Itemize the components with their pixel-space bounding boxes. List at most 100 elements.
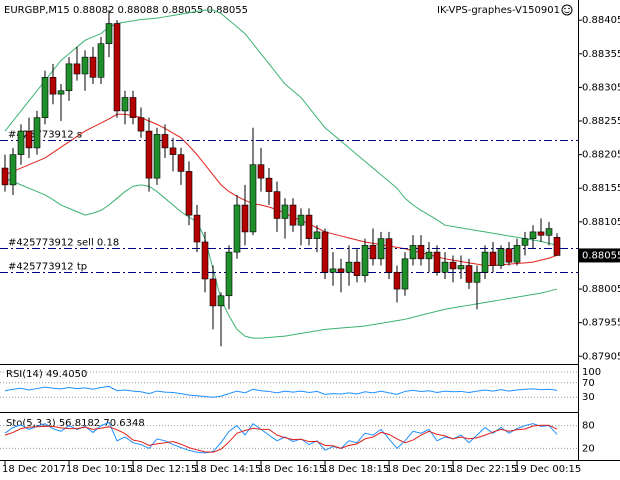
x-tick-label: 19 Dec 00:15: [514, 464, 581, 475]
candle-body: [537, 231, 545, 236]
candle-body: [337, 268, 345, 273]
candle-body: [409, 245, 417, 260]
symbol: EURGBP,M15: [4, 5, 70, 16]
candle-body: [33, 117, 41, 149]
candle-body: [313, 231, 321, 239]
y-tick-label: 0.88105: [582, 217, 620, 228]
order-label: #425773912 s: [8, 130, 82, 141]
candle-body: [369, 245, 377, 260]
candle-body: [345, 261, 353, 273]
bid-box: [579, 248, 620, 263]
candle-body: [49, 77, 57, 95]
candle-body: [177, 154, 185, 172]
order-label: #425773912 tp: [8, 262, 87, 273]
candle-body: [185, 171, 193, 216]
candle-body: [553, 236, 561, 256]
candle-body: [265, 177, 273, 192]
candle-body: [153, 134, 161, 179]
candle-body: [457, 265, 465, 270]
x-tick-label: 18 Dec 18:15: [322, 464, 389, 475]
candle-body: [201, 241, 209, 280]
candle-body: [193, 214, 201, 243]
candle-body: [25, 130, 33, 149]
stoch-tick-label: 80: [582, 421, 595, 432]
candle-body: [129, 97, 137, 118]
rsi-title: RSI(14) 49.4050: [6, 369, 87, 380]
candle-body: [513, 245, 521, 263]
candle-body: [161, 134, 169, 149]
candle-body: [145, 130, 153, 179]
watermark: IK-VPS-graphes-V150901: [437, 5, 560, 16]
candle-body: [65, 63, 73, 92]
candle-body: [137, 117, 145, 132]
candle-body: [257, 164, 265, 179]
candle-body: [425, 251, 433, 260]
candle-body: [233, 204, 241, 253]
candle-body: [113, 23, 121, 112]
band-line: [4, 177, 558, 339]
stoch-tick-label: 20: [582, 443, 595, 454]
candle-body: [41, 77, 49, 118]
candle-body: [473, 271, 481, 283]
candle-body: [89, 56, 97, 78]
rsi-tick-label: 100: [582, 367, 601, 378]
y-tick-label: 0.88355: [582, 49, 620, 60]
rsi-line: [4, 385, 558, 398]
candle-body: [9, 154, 17, 186]
candle-body: [505, 248, 513, 263]
y-tick-label: 0.88005: [582, 284, 620, 295]
candle-body: [385, 238, 393, 273]
candle-body: [241, 204, 249, 233]
candle-body: [289, 204, 297, 226]
chart-header: EURGBP,M15 0.88082 0.88088 0.88055 0.880…: [4, 5, 248, 16]
candle-body: [433, 251, 441, 273]
candle-body: [73, 63, 81, 75]
order-label: #425773912 sell 0.18: [8, 238, 119, 249]
candle-body: [169, 147, 177, 155]
candle-body: [209, 278, 217, 307]
candle-body: [545, 228, 553, 236]
candle-body: [401, 258, 409, 290]
x-tick-label: 18 Dec 14:15: [194, 464, 261, 475]
band-line: [4, 9, 558, 246]
x-tick-label: 18 Dec 10:15: [66, 464, 133, 475]
y-tick-label: 0.88305: [582, 82, 620, 93]
candle-body: [329, 268, 337, 273]
candle-body: [481, 251, 489, 273]
candle-body: [449, 261, 457, 270]
close-value: 0.88055: [207, 5, 248, 16]
candle-body: [321, 231, 329, 273]
low-value: 0.88055: [162, 5, 203, 16]
y-tick-label: 0.88255: [582, 116, 620, 127]
candle-body: [217, 295, 225, 307]
rsi-tick-label: 30: [582, 392, 595, 403]
y-tick-label: 0.87905: [582, 351, 620, 362]
x-tick-label: 18 Dec 22:15: [450, 464, 517, 475]
x-tick-label: 18 Dec 16:15: [258, 464, 325, 475]
rsi-tick-label: 70: [582, 378, 595, 389]
stoch-signal-line: [4, 424, 558, 453]
candle-body: [393, 271, 401, 290]
x-tick-label: 18 Dec 12:15: [130, 464, 197, 475]
candle-body: [249, 164, 257, 233]
candle-body: [377, 238, 385, 260]
candle-body: [105, 23, 113, 44]
candle-body: [361, 245, 369, 276]
candle-body: [1, 167, 9, 186]
candle-body: [281, 204, 289, 219]
candle-body: [305, 214, 313, 239]
y-tick-label: 0.88205: [582, 150, 620, 161]
candle-body: [273, 191, 281, 219]
candle-body: [521, 238, 529, 246]
bid-label: 0.88055: [582, 250, 620, 261]
candle-body: [441, 261, 449, 273]
candle-body: [497, 248, 505, 266]
smiley-icon: [561, 4, 573, 16]
x-tick-label: 18 Dec 20:15: [386, 464, 453, 475]
band-line: [4, 113, 558, 267]
candle-body: [17, 130, 25, 155]
stoch-title: Sto(5,3,3) 56.8182 70.6348: [6, 418, 145, 429]
candle-body: [465, 265, 473, 283]
candle-body: [417, 245, 425, 260]
